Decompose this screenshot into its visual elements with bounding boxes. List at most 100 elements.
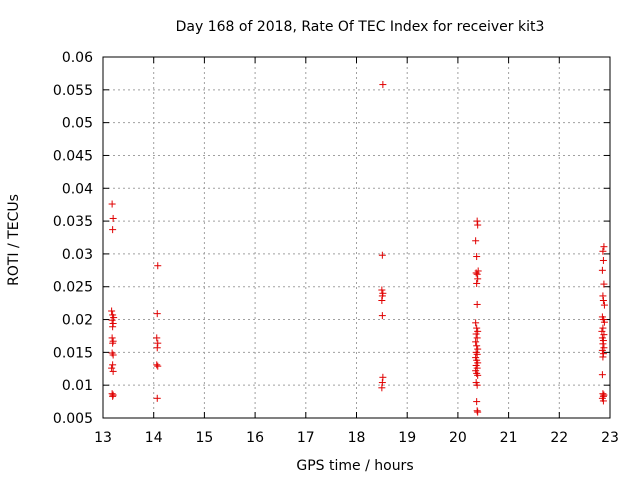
y-tick-label: 0.055: [53, 83, 93, 99]
data-point: [473, 407, 481, 415]
data-point: [154, 362, 162, 370]
y-tick-label: 0.01: [62, 378, 93, 394]
y-tick-label: 0.025: [53, 280, 93, 296]
data-point: [472, 319, 480, 327]
x-tick-label: 13: [94, 430, 112, 446]
x-tick-label: 22: [550, 430, 568, 446]
data-point: [108, 316, 116, 324]
x-tick-label: 21: [500, 430, 518, 446]
x-tick-label: 23: [601, 430, 619, 446]
data-point: [600, 243, 608, 251]
data-point: [108, 334, 116, 342]
data-point: [599, 353, 607, 361]
data-point: [472, 338, 480, 346]
data-point: [600, 301, 608, 309]
data-point: [474, 221, 482, 229]
x-tick-label: 14: [145, 430, 163, 446]
data-point: [600, 280, 608, 288]
data-point: [153, 344, 161, 352]
data-point: [378, 379, 386, 387]
data-point: [474, 371, 482, 379]
data-point: [599, 397, 607, 405]
data-point: [473, 300, 481, 308]
data-point: [599, 324, 607, 332]
y-tick-label: 0.035: [53, 214, 93, 230]
data-point: [109, 367, 117, 375]
data-point: [474, 345, 482, 353]
x-tick-label: 16: [246, 430, 264, 446]
y-tick-label: 0.005: [53, 411, 93, 427]
data-point: [473, 324, 481, 332]
data-point: [108, 364, 116, 372]
data-point: [473, 217, 481, 225]
data-point: [599, 350, 607, 358]
x-tick-labels: 13 14 15 16 17 18 19 20 21 22 23: [94, 430, 619, 446]
data-point: [378, 297, 386, 305]
data-point: [599, 247, 607, 255]
data-point: [109, 392, 117, 400]
data-point: [109, 339, 117, 347]
data-point: [379, 373, 387, 381]
data-point: [598, 346, 606, 354]
data-point: [472, 269, 480, 277]
data-point: [474, 408, 482, 416]
y-tick-label: 0.06: [62, 50, 93, 66]
data-point: [473, 270, 481, 278]
y-tick-label: 0.045: [53, 148, 93, 164]
y-tick-label: 0.05: [62, 116, 93, 132]
data-point: [108, 200, 116, 208]
data-point: [473, 279, 481, 287]
data-point: [108, 307, 116, 315]
data-point: [598, 266, 606, 274]
data-point: [153, 334, 161, 342]
data-point: [378, 292, 386, 300]
data-point: [378, 312, 386, 320]
data-point: [153, 310, 161, 318]
data-point: [473, 253, 481, 261]
x-tick-label: 20: [449, 430, 467, 446]
data-point: [109, 323, 117, 331]
data-point: [472, 237, 480, 245]
data-point: [599, 297, 607, 305]
data-point: [600, 331, 608, 339]
chart-title: Day 168 of 2018, Rate Of TEC Index for r…: [176, 19, 545, 35]
data-point: [153, 361, 161, 369]
data-point: [473, 342, 481, 350]
data-point: [473, 381, 481, 389]
data-point: [378, 384, 386, 392]
data-point: [378, 251, 386, 259]
data-point: [109, 361, 117, 369]
x-tick-label: 18: [348, 430, 366, 446]
data-points: [108, 81, 608, 416]
data-point: [600, 391, 608, 399]
data-point: [109, 391, 117, 399]
data-point: [598, 371, 606, 379]
y-tick-label: 0.02: [62, 313, 93, 329]
y-axis-title: ROTI / TECUs: [6, 194, 22, 286]
y-tick-label: 0.04: [62, 181, 93, 197]
data-point: [473, 334, 481, 342]
data-point: [378, 286, 386, 294]
data-point: [473, 398, 481, 406]
data-point: [109, 226, 117, 234]
data-point: [109, 319, 117, 327]
data-point: [109, 351, 117, 359]
x-tick-label: 15: [195, 430, 213, 446]
data-point: [472, 330, 480, 338]
data-point: [474, 275, 482, 283]
x-tick-label: 19: [398, 430, 416, 446]
data-point: [154, 262, 162, 270]
x-tick-label: 17: [297, 430, 315, 446]
data-point: [473, 350, 481, 358]
y-tick-label: 0.015: [53, 345, 93, 361]
data-point: [599, 337, 607, 345]
data-point: [599, 292, 607, 300]
data-point: [379, 81, 387, 89]
y-tick-labels: 0.005 0.01 0.015 0.02 0.025 0.03 0.035 0.04 0.04…: [53, 50, 93, 427]
data-point: [599, 256, 607, 264]
axis-ticks: [102, 56, 611, 419]
data-point: [154, 339, 162, 347]
data-point: [600, 318, 608, 326]
